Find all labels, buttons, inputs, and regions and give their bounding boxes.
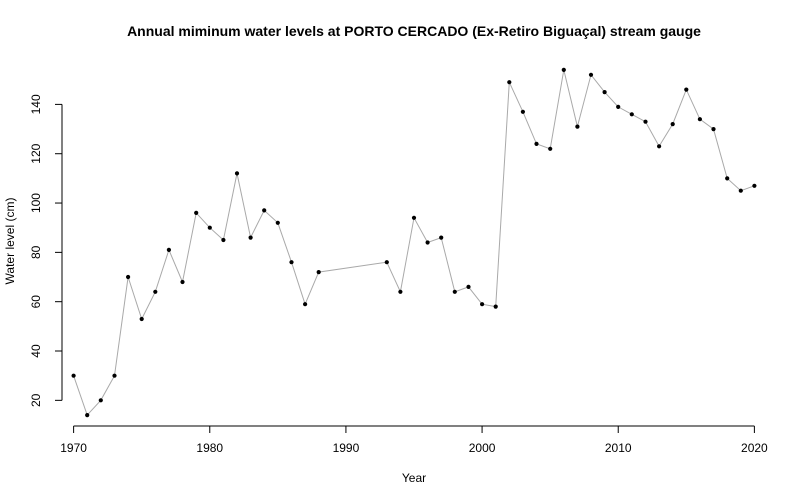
- data-point: [643, 119, 648, 124]
- data-point: [262, 208, 267, 213]
- data-point: [384, 260, 389, 265]
- data-point: [752, 183, 757, 188]
- data-point: [425, 240, 430, 245]
- data-point: [234, 171, 240, 176]
- y-axis-label: Water level (cm): [3, 198, 17, 285]
- data-point: [112, 373, 117, 378]
- data-point: [303, 302, 308, 307]
- y-tick-label: 80: [29, 245, 43, 259]
- data-point: [520, 109, 526, 114]
- x-tick-label: 2020: [741, 441, 768, 455]
- data-point: [194, 210, 199, 215]
- data-point: [316, 270, 321, 275]
- y-tick-label: 120: [29, 143, 43, 163]
- series-line: [73, 69, 755, 417]
- data-point: [275, 220, 280, 225]
- data-point: [398, 289, 403, 294]
- data-point: [207, 225, 212, 230]
- chart-title: Annual miminum water levels at PORTO CER…: [127, 23, 701, 39]
- data-point: [697, 117, 703, 122]
- data-point: [411, 215, 417, 220]
- x-tick-label: 2010: [605, 441, 632, 455]
- x-axis: 1970 1980 1990 2000 2010 2020: [60, 425, 768, 455]
- data-point: [221, 237, 226, 243]
- data-point: [629, 112, 634, 117]
- x-tick-label: 1990: [333, 441, 360, 455]
- x-axis-label: Year: [402, 471, 426, 485]
- data-point: [126, 274, 131, 280]
- data-point: [493, 304, 498, 309]
- data-point: [548, 146, 553, 151]
- data-point: [153, 289, 158, 294]
- plot-area: [71, 67, 757, 418]
- data-point: [98, 398, 103, 403]
- data-point: [85, 413, 90, 418]
- y-tick-label: 100: [29, 193, 43, 213]
- data-point: [289, 260, 294, 265]
- data-point: [248, 235, 253, 240]
- x-tick-label: 1980: [196, 441, 223, 455]
- y-tick-label: 40: [29, 344, 43, 358]
- data-point: [657, 144, 662, 149]
- data-point: [507, 80, 512, 85]
- data-point: [711, 127, 716, 132]
- y-tick-label: 140: [29, 94, 43, 114]
- data-point: [534, 141, 539, 146]
- data-point: [738, 188, 743, 193]
- data-point: [670, 122, 675, 127]
- data-point: [480, 302, 485, 307]
- data-point: [575, 124, 580, 129]
- data-point: [466, 284, 471, 289]
- data-point: [452, 289, 457, 294]
- data-point: [180, 279, 185, 285]
- data-point: [561, 67, 566, 72]
- data-point: [602, 90, 607, 95]
- data-point: [71, 373, 76, 378]
- y-tick-label: 20: [29, 393, 43, 407]
- data-point: [725, 176, 730, 181]
- data-point: [166, 247, 171, 252]
- data-point: [616, 104, 621, 109]
- y-axis: 20 40 60 80 100 120 140: [29, 94, 63, 407]
- data-point: [439, 235, 444, 240]
- x-tick-label: 1970: [60, 441, 87, 455]
- data-point: [588, 72, 594, 77]
- y-tick-label: 60: [29, 295, 43, 309]
- data-point: [684, 87, 689, 92]
- x-tick-label: 2000: [469, 441, 496, 455]
- data-point: [139, 316, 144, 322]
